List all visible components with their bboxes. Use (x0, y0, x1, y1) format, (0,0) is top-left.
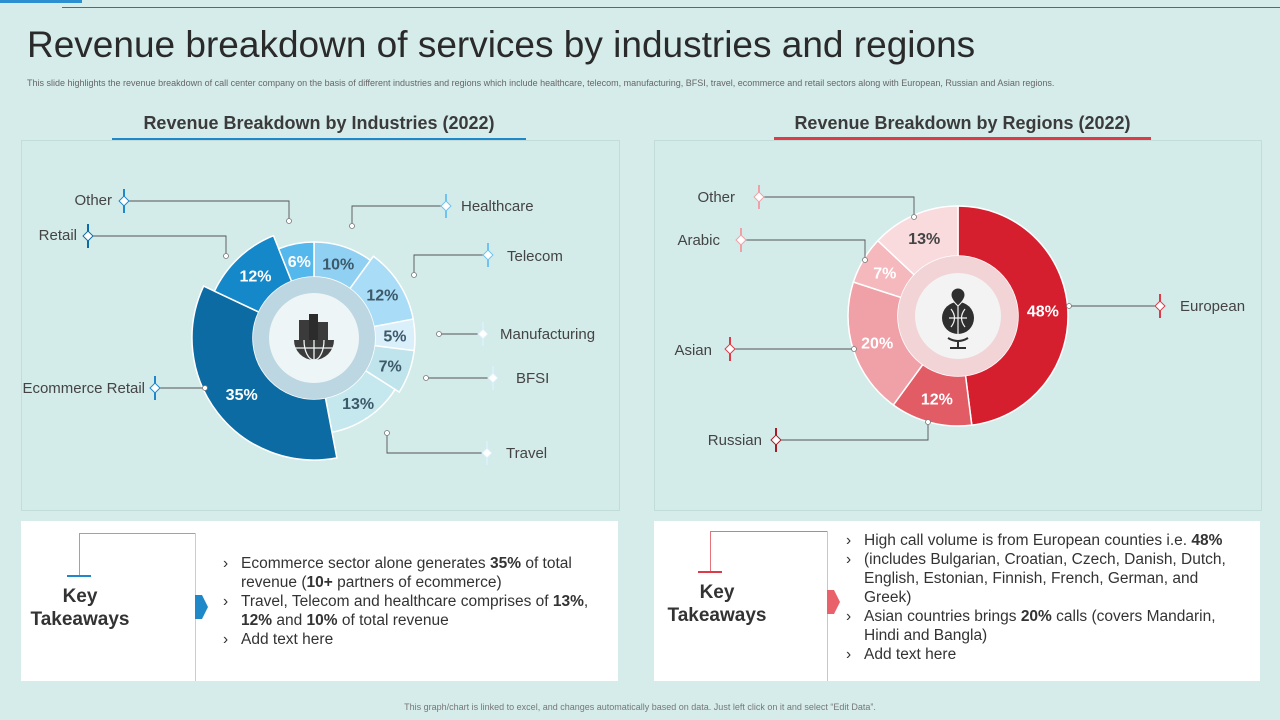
regions-russian-callout-label: Russian (708, 432, 762, 449)
industries-label-ecommerce-retail: 35% (226, 387, 258, 404)
industries-healthcare-marker-diamond (440, 200, 452, 212)
kt-right-connector-top (710, 531, 827, 532)
building-globe-icon (294, 314, 334, 361)
kt-right-bullet-4: Add text here (844, 645, 1239, 664)
top-accent-line-blue (0, 0, 82, 3)
industries-travel-marker-diamond (481, 447, 493, 459)
regions-arabic-leader-dot (862, 257, 868, 263)
kt-left-connector (79, 533, 80, 576)
regions-label-european: 48% (1027, 304, 1059, 321)
kt-left-title: Key Takeaways (30, 586, 130, 630)
industries-retail-marker-diamond (82, 230, 94, 242)
industries-label-healthcare: 10% (322, 256, 354, 273)
industries-retail-leader-dot (223, 253, 229, 259)
regions-arabic-leader-line (741, 239, 866, 260)
globe-location-icon (942, 287, 974, 349)
industries-label-travel: 13% (342, 396, 374, 413)
kt-right-tick (698, 571, 722, 573)
industries-bfsi-leader-dot (423, 375, 429, 381)
kt-right-connector (710, 531, 711, 571)
regions-asian-leader-dot (851, 346, 857, 352)
industries-other-callout-label: Other (74, 192, 112, 209)
page-subtitle: This slide highlights the revenue breakd… (27, 78, 1055, 88)
regions-label-arabic: 7% (873, 266, 896, 283)
industries-manufacturing-leader-dot (436, 331, 442, 337)
kt-right-bullet-3: Asian countries brings 20% calls (covers… (844, 607, 1239, 645)
industries-travel-leader-line (386, 433, 487, 454)
kt-left-bullets: Ecommerce sector alone generates 35% of … (221, 554, 606, 649)
footer-note: This graph/chart is linked to excel, and… (404, 702, 876, 712)
industries-healthcare-callout-label: Healthcare (461, 198, 534, 215)
industries-other-leader-line (124, 200, 290, 221)
industries-label-telecom: 12% (366, 288, 398, 305)
regions-european-marker-diamond (1154, 300, 1166, 312)
kt-left-bullet-2: Travel, Telecom and healthcare comprises… (221, 592, 606, 630)
industries-title-underline (112, 138, 526, 141)
industries-ecommerce-retail-callout-label: Ecommerce Retail (22, 380, 145, 397)
regions-russian-marker-diamond (770, 434, 782, 446)
industries-ecommerce-retail-leader-dot (202, 385, 208, 391)
regions-label-other: 13% (908, 231, 940, 248)
kt-left-bullet-1: Ecommerce sector alone generates 35% of … (221, 554, 606, 592)
regions-title-underline (774, 137, 1151, 140)
kt-left-tick (67, 575, 91, 577)
industries-healthcare-leader-line (351, 205, 446, 226)
industries-healthcare-leader-dot (349, 223, 355, 229)
industries-other-marker-diamond (118, 195, 130, 207)
industries-retail-callout-label: Retail (39, 227, 77, 244)
kt-left-bullet-3: Add text here (221, 630, 606, 649)
kt-left-connector-top (79, 533, 195, 534)
industries-bfsi-callout-label: BFSI (516, 370, 549, 387)
regions-european-callout-label: European (1180, 298, 1245, 315)
industries-other-leader-dot (286, 218, 292, 224)
regions-other-marker-diamond (753, 191, 765, 203)
regions-arabic-marker-diamond (735, 234, 747, 246)
industries-label-other: 6% (288, 254, 311, 271)
industries-telecom-marker-diamond (482, 249, 494, 261)
industries-label-manufacturing: 5% (383, 328, 406, 345)
industries-travel-callout-label: Travel (506, 445, 547, 462)
industries-telecom-leader-dot (411, 272, 417, 278)
industries-chart-title: Revenue Breakdown by Industries (2022) (143, 113, 495, 133)
industries-label-bfsi: 7% (379, 358, 402, 375)
industries-manufacturing-callout-label: Manufacturing (500, 326, 595, 343)
industries-telecom-callout-label: Telecom (507, 248, 563, 265)
industries-travel-leader-dot (384, 430, 390, 436)
regions-russian-leader-dot (925, 419, 931, 425)
key-takeaways-regions-box: Key Takeaways High call volume is from E… (654, 521, 1260, 681)
regions-asian-callout-label: Asian (674, 342, 712, 359)
key-takeaways-industries-box: Key Takeaways Ecommerce sector alone gen… (21, 521, 618, 681)
regions-russian-leader-line (776, 422, 929, 441)
regions-label-asian: 20% (861, 335, 893, 352)
regions-arabic-callout-label: Arabic (677, 232, 720, 249)
kt-left-arrow-icon (195, 595, 208, 619)
kt-right-title: Key Takeaways (667, 582, 767, 626)
kt-right-bullet-1: High call volume is from European counti… (844, 531, 1239, 550)
regions-other-callout-label: Other (697, 189, 735, 206)
regions-chart-title: Revenue Breakdown by Regions (2022) (794, 113, 1131, 133)
kt-right-arrow-icon (827, 590, 840, 614)
industries-ecommerce-retail-marker-diamond (149, 382, 161, 394)
industries-telecom-leader-line (413, 254, 488, 275)
kt-right-bullets: High call volume is from European counti… (844, 531, 1239, 664)
regions-label-russian: 12% (921, 391, 953, 408)
regions-european-leader-dot (1066, 303, 1072, 309)
page-title: Revenue breakdown of services by industr… (27, 24, 976, 65)
regions-other-leader-dot (911, 214, 917, 220)
industries-retail-leader-line (88, 235, 227, 256)
top-accent-line-red (62, 7, 1280, 8)
regions-other-leader-line (759, 196, 915, 217)
kt-right-bullet-2: (includes Bulgarian, Croatian, Czech, Da… (844, 550, 1239, 607)
industries-bfsi-marker-diamond (487, 372, 499, 384)
regions-asian-marker-diamond (724, 343, 736, 355)
industries-label-retail: 12% (239, 269, 271, 286)
industries-manufacturing-marker-diamond (477, 328, 489, 340)
